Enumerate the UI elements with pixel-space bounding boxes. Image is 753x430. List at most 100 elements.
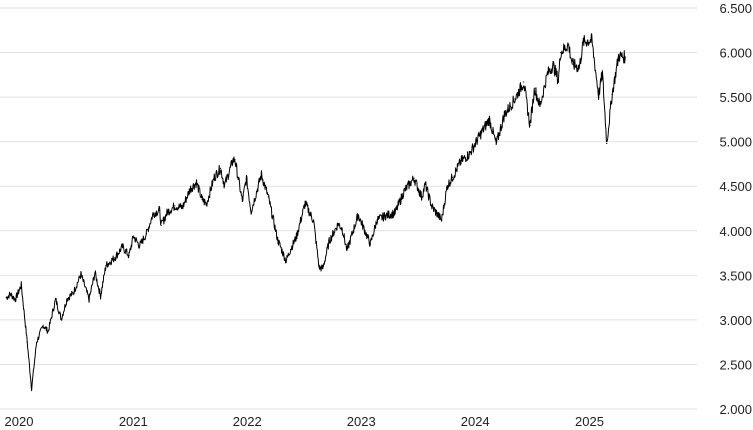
data-point [440,219,443,221]
data-point [223,184,226,186]
y-tick-label: 4.500 [719,179,752,194]
data-point [72,292,74,294]
data-point [234,158,236,161]
data-point [598,94,600,96]
data-point [552,64,554,66]
data-point [312,220,315,222]
data-point [503,114,505,116]
data-point [205,203,208,205]
data-point [60,318,62,320]
y-tick-label: 2.500 [719,357,752,372]
data-point [260,174,263,176]
data-point [557,79,559,81]
y-tick-label: 6.000 [719,46,752,61]
data-point [139,245,141,247]
data-point [132,235,134,237]
data-point [346,249,348,251]
data-point [446,185,448,187]
data-point [42,324,44,326]
data-point [611,93,613,96]
data-point [413,177,415,179]
y-axis-tick-labels: 2.000 2.500 3.000 3.500 4.000 4.500 5.000 5.500… [719,1,752,417]
data-point [14,298,16,300]
data-point [152,213,154,215]
y-tick-label: 5.000 [719,135,752,150]
x-tick-label: 2022 [233,414,262,429]
data-point [55,298,57,300]
data-point [460,160,462,162]
data-point [618,55,620,57]
data-point [241,200,243,202]
data-point [403,190,406,192]
x-tick-label: 2025 [575,414,604,429]
data-point [80,273,82,276]
data-point [181,207,184,209]
data-point [88,298,90,300]
data-point [559,51,562,54]
data-point [357,214,359,216]
data-point [479,133,481,136]
data-point [160,224,162,227]
data-point [495,143,497,145]
data-point [523,81,525,83]
data-point [232,159,234,161]
y-tick-label: 3.000 [719,313,752,328]
y-tick-label: 4.000 [719,224,752,239]
x-tick-label: 2020 [5,414,34,429]
data-point [431,206,433,208]
data-point [385,215,387,217]
series-layer [5,33,626,392]
data-point [245,177,248,179]
data-point [624,56,626,58]
data-point [328,240,330,243]
x-axis-tick-labels: 2020 2021 2022 2023 2024 2025 [5,414,604,429]
data-point [468,153,470,155]
data-point [295,236,297,238]
data-point [36,341,38,343]
data-point [195,182,198,184]
data-point [277,239,279,241]
data-point [567,43,569,46]
data-point [451,176,454,178]
grid-lines [0,7,697,410]
data-point [20,284,22,286]
series-line [5,33,626,392]
data-point [219,167,222,169]
x-tick-label: 2023 [347,414,376,429]
data-point [166,211,169,213]
data-point [47,330,49,333]
data-point [394,212,396,214]
data-point [539,105,541,107]
data-point [369,243,371,245]
data-point [488,118,490,120]
data-point [114,256,116,259]
y-tick-label: 2.000 [719,402,752,417]
data-point [601,72,603,74]
data-point [529,125,531,127]
data-point [189,188,191,190]
data-point [591,39,593,41]
data-point [421,196,423,198]
x-tick-label: 2021 [119,414,148,429]
data-point [322,267,324,269]
data-point [546,73,549,75]
data-point [514,98,516,100]
data-point [578,67,580,69]
data-point [571,63,574,65]
data-point [31,387,33,390]
data-point [250,210,252,212]
data-point [128,255,130,257]
data-point [606,142,608,145]
y-tick-label: 3.500 [719,268,752,283]
data-point [289,248,292,251]
data-point [145,232,148,235]
data-point [213,176,215,178]
x-tick-label: 2024 [461,414,490,429]
data-point [376,219,378,221]
data-point [159,209,161,211]
data-point [534,87,536,89]
data-point [100,295,102,297]
data-point [352,230,354,232]
data-point [337,223,339,225]
